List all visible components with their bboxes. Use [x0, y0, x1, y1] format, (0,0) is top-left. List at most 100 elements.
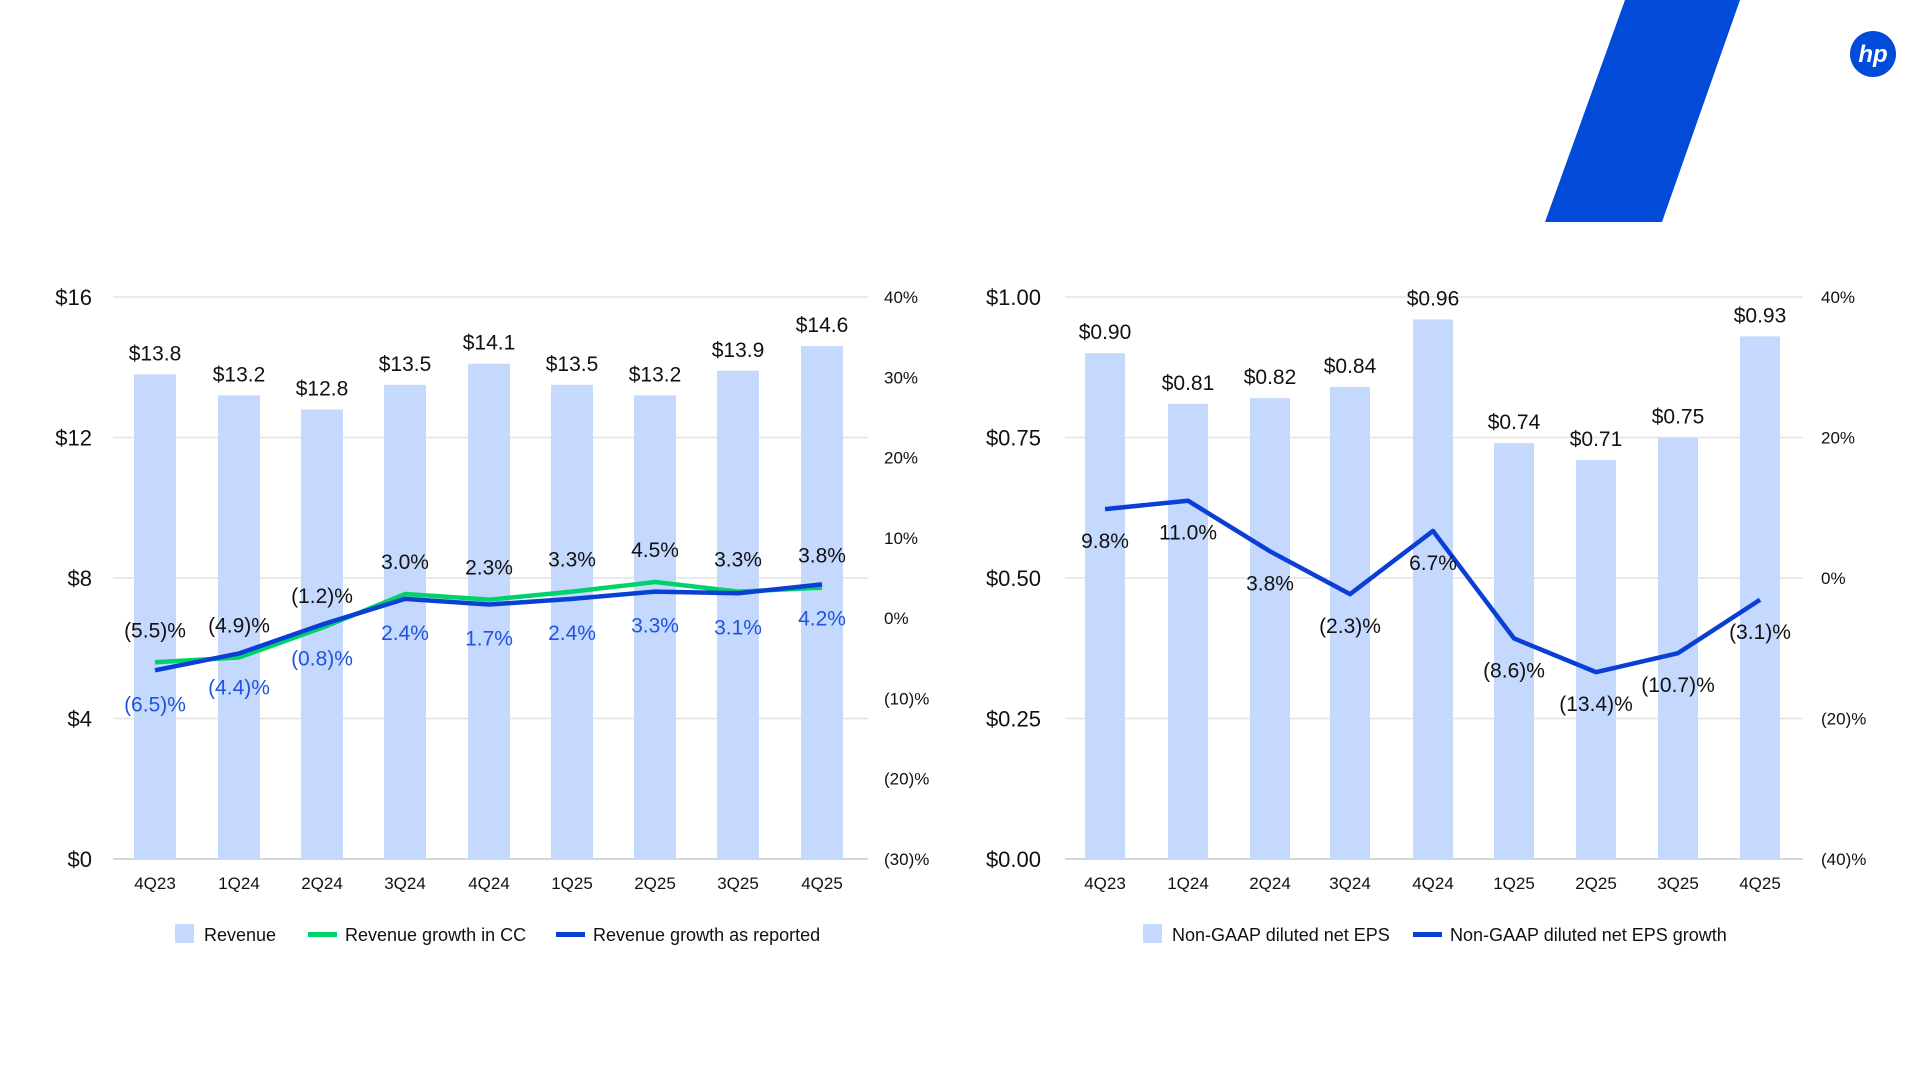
hp-logo: hp [1850, 31, 1896, 77]
legend-label: Revenue [204, 925, 276, 945]
right-axis-tick-label: (30)% [884, 850, 929, 869]
line-value-label: 2.4% [548, 622, 596, 645]
bar-value-label: $13.9 [712, 339, 765, 362]
line-value-label: 9.8% [1081, 530, 1129, 553]
legend-swatch [175, 924, 194, 943]
x-axis-tick-label: 2Q24 [1249, 874, 1291, 893]
bar-value-label: $0.93 [1734, 304, 1787, 327]
x-axis-tick-label: 1Q24 [218, 874, 260, 893]
bar-2Q24 [1250, 398, 1290, 859]
x-axis-tick-label: 4Q23 [134, 874, 176, 893]
line-value-label: 3.0% [381, 551, 429, 574]
line-value-label: 3.8% [1246, 572, 1294, 595]
line-value-label: (8.6)% [1483, 659, 1545, 682]
line-value-label: (5.5)% [124, 619, 186, 642]
legend-label: Non-GAAP diluted net EPS growth [1450, 925, 1727, 945]
line-value-label: (3.1)% [1729, 621, 1791, 644]
line-value-label: 3.1% [714, 616, 762, 639]
x-axis-tick-label: 1Q25 [1493, 874, 1535, 893]
legend-item: Non-GAAP diluted net EPS growth [1413, 925, 1727, 945]
left-axis-tick-label: $0.75 [986, 426, 1041, 451]
left-axis-tick-label: $0.50 [986, 566, 1041, 591]
bar-1Q24 [218, 395, 260, 859]
line-value-label: (0.8)% [291, 648, 353, 671]
chart-2: $0.00 $0.25 $0.50 $0.75 $1.00 (40)% (20)% 0% 20%… [986, 285, 1866, 945]
chart-1: $0 $4 $8 $12 $16 (30)% (20)% (10)% 0% 10% 20% 30% 40… [55, 285, 929, 945]
bar-value-label: $13.5 [546, 353, 599, 376]
left-axis-tick-label: $0.25 [986, 707, 1041, 732]
bar-1Q24 [1168, 403, 1208, 859]
legend-item: Non-GAAP diluted net EPS [1143, 924, 1390, 945]
bar-value-label: $14.6 [796, 314, 849, 337]
series-line-non-gaap-diluted-net-eps-growth [1104, 498, 1762, 675]
left-axis-tick-label: $0 [68, 847, 92, 872]
bar-value-label: $0.96 [1407, 287, 1460, 310]
right-axis-tick-label: 10% [884, 529, 918, 548]
line-value-label: 3.3% [631, 615, 679, 638]
right-axis-tick-label: 20% [1821, 429, 1855, 448]
x-axis-tick-label: 2Q25 [1575, 874, 1617, 893]
x-axis-tick-label: 4Q25 [1739, 874, 1781, 893]
bar-4Q25 [1740, 336, 1780, 860]
left-axis-tick-label: $4 [68, 707, 92, 732]
right-axis-tick-label: (20)% [884, 770, 929, 789]
legend-item: Revenue [175, 924, 276, 945]
bar-value-label: $0.90 [1079, 321, 1132, 344]
hp-logo-text: hp [1858, 41, 1887, 68]
left-axis-tick-label: $8 [68, 566, 92, 591]
bar-value-label: $13.2 [213, 363, 266, 386]
x-axis-tick-label: 3Q25 [717, 874, 759, 893]
bar-3Q24 [384, 384, 426, 859]
line-value-label: 6.7% [1409, 552, 1457, 575]
bar-3Q25 [717, 370, 759, 859]
right-axis-tick-label: 40% [1821, 288, 1855, 307]
series-line-revenue-growth-as-reported [154, 582, 823, 673]
bar-value-label: $0.82 [1244, 366, 1297, 389]
x-axis-tick-label: 1Q24 [1167, 874, 1209, 893]
bar-value-label: $0.84 [1324, 355, 1377, 378]
right-axis-tick-label: 30% [884, 368, 918, 387]
line-value-label: 4.5% [631, 539, 679, 562]
line-value-label: (1.2)% [291, 585, 353, 608]
line-value-label: 1.7% [465, 627, 513, 650]
right-axis-tick-label: 20% [884, 449, 918, 468]
right-axis-tick-label: (10)% [884, 689, 929, 708]
line-value-label: 2.4% [381, 622, 429, 645]
x-axis-tick-label: 4Q23 [1084, 874, 1126, 893]
bar-4Q24 [468, 363, 510, 859]
legend-label: Revenue growth in CC [345, 925, 526, 945]
line-value-label: (4.4)% [208, 676, 270, 699]
line-value-label: 3.3% [548, 549, 596, 572]
legend-swatch [1413, 932, 1442, 937]
x-axis-tick-label: 2Q24 [301, 874, 343, 893]
bar-4Q25 [801, 346, 843, 859]
line-value-label: 11.0% [1159, 522, 1217, 545]
bar-4Q24 [1413, 319, 1453, 860]
line-value-label: (4.9)% [208, 614, 270, 637]
bar-value-label: $0.81 [1162, 372, 1215, 395]
right-axis-tick-label: (20)% [1821, 710, 1866, 729]
line-value-label: (13.4)% [1559, 693, 1633, 716]
bar-2Q25 [1576, 459, 1616, 859]
right-axis-tick-label: 40% [884, 288, 918, 307]
bar-value-label: $0.71 [1570, 428, 1623, 451]
legend-swatch [556, 932, 585, 937]
legend-item: Revenue growth in CC [308, 925, 526, 945]
right-axis-tick-label: 0% [1821, 569, 1846, 588]
bar-3Q24 [1330, 386, 1370, 859]
bar-value-label: $13.5 [379, 353, 432, 376]
bar-3Q25 [1658, 437, 1698, 859]
bar-value-label: $0.75 [1652, 406, 1705, 429]
line-value-label: (6.5)% [124, 693, 186, 716]
x-axis-tick-label: 3Q24 [1329, 874, 1371, 893]
x-axis-tick-label: 1Q25 [551, 874, 593, 893]
line-value-label: 2.3% [465, 557, 513, 580]
line-value-label: 4.2% [798, 607, 846, 630]
bar-4Q23 [134, 374, 176, 859]
legend-swatch [1143, 924, 1162, 943]
x-axis-tick-label: 3Q25 [1657, 874, 1699, 893]
brand-stripe [1545, 0, 1740, 222]
bar-1Q25 [551, 384, 593, 859]
legend-item: Revenue growth as reported [556, 925, 820, 945]
